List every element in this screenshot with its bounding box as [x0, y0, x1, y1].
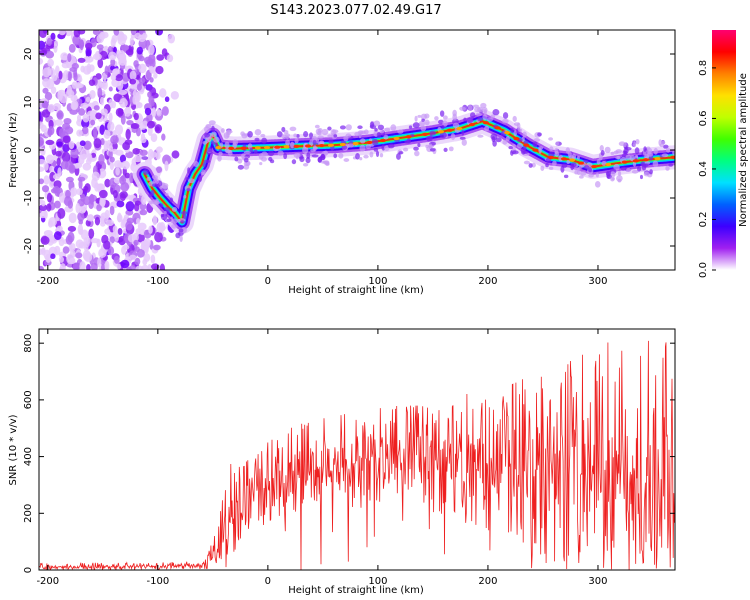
- y-tick-label: -20: [23, 238, 34, 254]
- x-tick-label: -200: [36, 576, 59, 587]
- colorbar-tick-label: 0.8: [698, 60, 709, 76]
- spectrogram-x-ticks: -200 -100 0 100 200 300: [36, 30, 608, 287]
- colorbar-tick-label: 0.6: [698, 110, 709, 126]
- y-tick-label: -10: [23, 190, 34, 206]
- colorbar-label: Normalized spectral amplitude: [738, 73, 749, 227]
- snr-plot-area: [39, 340, 675, 570]
- snr-x-ticks: -200 -100 0 100 200 300: [36, 329, 608, 587]
- snr-frame: [38, 328, 676, 571]
- x-tick-label: -100: [146, 576, 169, 587]
- colorbar-scale: [712, 30, 736, 270]
- y-tick-label: 0: [23, 567, 34, 573]
- y-tick-label: 400: [23, 447, 34, 466]
- colorbar: 0.0 0.2 0.4 0.6 0.8 Normalized spectral ampl…: [698, 30, 749, 278]
- ridge-hotspots: [215, 121, 675, 169]
- colorbar-tick-label: 0.2: [698, 212, 709, 228]
- snr-panel: -200 -100 0 100 200 300 0 200 400 600 800 Height …: [8, 328, 676, 596]
- x-tick-label: 0: [265, 276, 271, 287]
- snr-y-axis-label: SNR (10 * v/v): [8, 414, 19, 485]
- x-tick-label: 200: [478, 576, 497, 587]
- colorbar-tick-label: 0.4: [698, 161, 709, 177]
- y-tick-label: 0: [23, 147, 34, 153]
- x-tick-label: 100: [368, 576, 387, 587]
- x-tick-label: 200: [478, 276, 497, 287]
- colorbar-ticks: 0.0 0.2 0.4 0.6 0.8: [698, 60, 716, 278]
- x-tick-label: -100: [146, 276, 169, 287]
- spectrogram-plot-area: [39, 30, 675, 270]
- x-tick-label: -200: [36, 276, 59, 287]
- spectrogram-noise-speckle: [39, 30, 180, 270]
- ridge-speckle: [141, 102, 675, 242]
- x-tick-label: 0: [265, 576, 271, 587]
- y-tick-label: 800: [23, 334, 34, 353]
- snr-x-axis-label: Height of straight line (km): [288, 585, 424, 596]
- spectrogram-x-axis-label: Height of straight line (km): [288, 285, 424, 296]
- x-tick-label: 100: [368, 276, 387, 287]
- x-tick-label: 300: [588, 276, 607, 287]
- snr-y-ticks: 0 200 400 600 800: [23, 334, 675, 573]
- y-tick-label: 20: [23, 48, 34, 61]
- spectrogram-y-ticks: -20 -10 0 10 20: [23, 48, 675, 254]
- colorbar-tick-label: 0.0: [698, 262, 709, 278]
- spectrogram-y-axis-label: Frequency (Hz): [8, 112, 19, 188]
- y-tick-label: 600: [23, 390, 34, 409]
- snr-series-line: [39, 340, 675, 570]
- figure-title: S143.2023.077.02.49.G17: [270, 3, 441, 18]
- y-tick-label: 200: [23, 504, 34, 523]
- y-tick-label: 10: [23, 96, 34, 109]
- x-tick-label: 300: [588, 576, 607, 587]
